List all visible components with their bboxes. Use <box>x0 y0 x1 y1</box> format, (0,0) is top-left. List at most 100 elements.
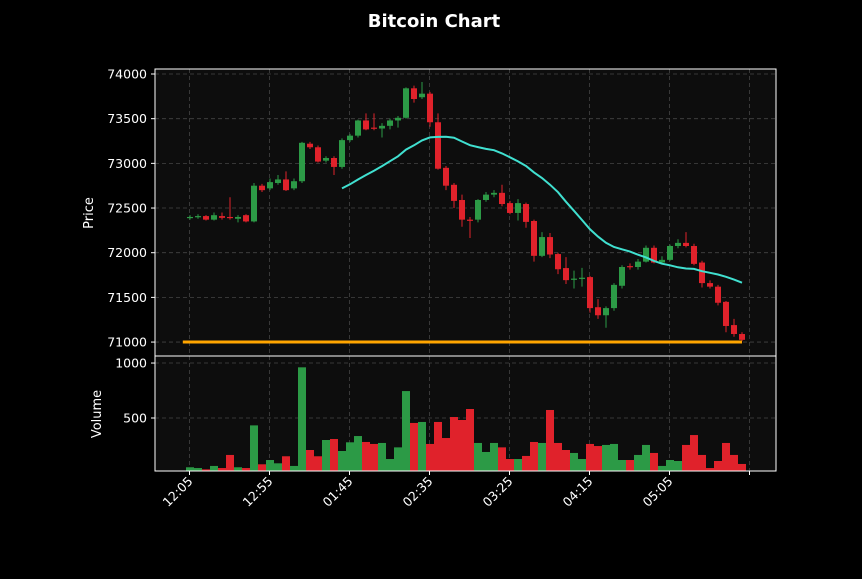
candle-body <box>603 308 609 316</box>
volume-bar <box>378 442 386 471</box>
volume-bar <box>202 469 210 471</box>
volume-bar <box>434 421 442 471</box>
candle-body <box>243 215 249 222</box>
candle-body <box>707 283 713 287</box>
price-panel <box>155 69 776 356</box>
volume-bar <box>690 435 698 471</box>
volume-bar <box>506 459 514 471</box>
volume-bar <box>722 442 730 471</box>
volume-bar <box>698 454 706 471</box>
price-tick-label: 71500 <box>107 290 147 305</box>
volume-axis-label: Volume <box>90 390 105 438</box>
volume-bar <box>258 464 266 471</box>
candle-body <box>467 219 473 221</box>
candle-body <box>619 267 625 286</box>
volume-bar <box>594 446 602 471</box>
volume-bar <box>442 438 450 471</box>
candle-body <box>443 167 449 186</box>
candle-body <box>547 237 553 255</box>
candle-body <box>227 216 233 219</box>
candle-body <box>395 117 401 121</box>
volume-bar <box>602 444 610 471</box>
candle-body <box>323 157 329 161</box>
candle-body <box>675 242 681 247</box>
candle-body <box>683 242 689 247</box>
volume-bar <box>242 468 250 471</box>
volume-tick-label: 1000 <box>115 356 147 371</box>
volume-bar <box>586 443 594 471</box>
candle-body <box>211 215 217 220</box>
candle-body <box>491 192 497 195</box>
volume-bar <box>186 467 194 471</box>
candle-body <box>251 185 257 222</box>
volume-bar <box>410 422 418 471</box>
volume-bar <box>554 442 562 471</box>
candle-body <box>723 301 729 326</box>
volume-bar <box>498 447 506 471</box>
candle-body <box>595 307 601 316</box>
candle-body <box>691 246 697 264</box>
volume-bar <box>362 441 370 471</box>
volume-bar <box>730 454 738 471</box>
candle-body <box>291 181 297 189</box>
volume-bar <box>370 443 378 471</box>
candle-body <box>403 88 409 118</box>
candle-body <box>451 184 457 201</box>
volume-bar <box>322 439 330 471</box>
candle-body <box>355 120 361 136</box>
volume-bar <box>274 463 282 471</box>
candle-body <box>635 261 641 268</box>
candle-body <box>587 277 593 309</box>
volume-bar <box>234 467 242 471</box>
volume-bar <box>650 452 658 471</box>
candle-body <box>411 88 417 100</box>
volume-bar <box>418 421 426 471</box>
volume-bar <box>666 460 674 471</box>
volume-bar <box>314 456 322 471</box>
candle-body <box>187 216 193 219</box>
candle-body <box>667 246 673 260</box>
volume-bar <box>570 452 578 471</box>
chart-title: Bitcoin Chart <box>368 11 501 32</box>
volume-bar <box>634 454 642 471</box>
volume-bar <box>562 450 570 471</box>
candle-body <box>347 135 353 141</box>
price-tick-label: 72500 <box>107 201 147 216</box>
candle-body <box>315 147 321 162</box>
volume-bar <box>450 417 458 471</box>
volume-bar <box>266 460 274 471</box>
volume-bar <box>466 408 474 471</box>
volume-bar <box>738 463 746 471</box>
volume-bars <box>186 367 746 471</box>
volume-bar <box>298 367 306 471</box>
candle-body <box>283 179 289 191</box>
volume-bar <box>482 451 490 471</box>
volume-bar <box>530 441 538 471</box>
volume-bar <box>218 468 226 471</box>
candle-body <box>555 254 561 270</box>
volume-bar <box>538 442 546 471</box>
volume-bar <box>394 447 402 471</box>
candle-body <box>435 122 441 169</box>
candle-body <box>739 334 745 340</box>
volume-bar <box>522 455 530 471</box>
candle-body <box>195 216 201 218</box>
volume-bar <box>682 444 690 471</box>
candle-body <box>611 284 617 309</box>
volume-bar <box>354 436 362 471</box>
volume-bar <box>426 443 434 471</box>
volume-bar <box>330 439 338 471</box>
candle-body <box>235 216 241 219</box>
candle-body <box>371 127 377 129</box>
candle-body <box>307 143 313 148</box>
candle-body <box>699 262 705 284</box>
candle-body <box>331 157 337 167</box>
candles <box>187 82 745 342</box>
candle-body <box>515 203 521 213</box>
candle-body <box>475 199 481 220</box>
moving-average-line <box>341 135 743 284</box>
candle-body <box>651 247 657 263</box>
price-tick-label: 72000 <box>107 245 147 260</box>
candle-body <box>339 140 345 167</box>
candle-body <box>419 93 425 98</box>
